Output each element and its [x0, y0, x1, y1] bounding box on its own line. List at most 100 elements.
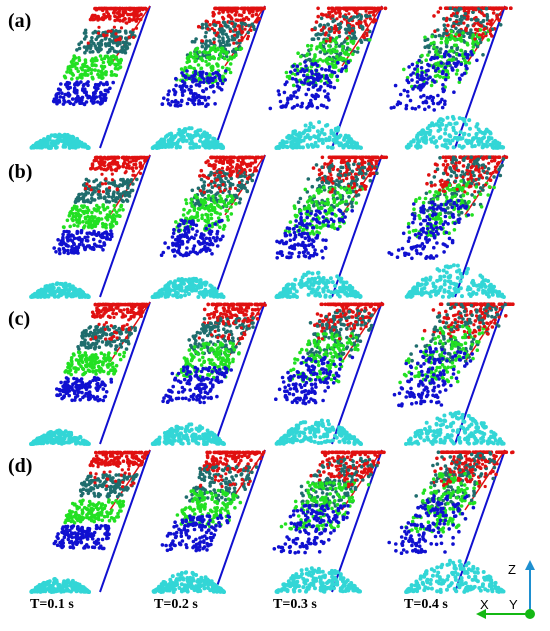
particle [127, 42, 132, 46]
particle [338, 51, 343, 56]
particle [200, 22, 205, 27]
particle [298, 62, 303, 66]
particle [193, 69, 198, 74]
particle [406, 94, 410, 98]
particle [192, 98, 197, 102]
particle-cyan [200, 292, 205, 297]
particle [350, 204, 355, 209]
particle [109, 70, 114, 74]
particle [471, 41, 475, 46]
particle [302, 207, 307, 211]
particle [325, 105, 329, 110]
particle-cyan [347, 136, 352, 141]
particle [419, 95, 423, 99]
particle [63, 75, 68, 80]
particle [212, 28, 217, 32]
particle-cyan [194, 276, 198, 281]
particle [108, 237, 112, 242]
particle [287, 229, 292, 234]
particle-cyan [168, 140, 173, 145]
particle [104, 168, 108, 172]
particle-cyan [330, 145, 335, 150]
particle [484, 6, 489, 11]
particle [96, 31, 101, 35]
particle [320, 67, 324, 71]
particle-cyan [350, 285, 355, 290]
particle [315, 105, 320, 110]
particle [356, 46, 360, 50]
particle-cyan [484, 127, 489, 132]
particle [433, 74, 438, 78]
particle [355, 14, 360, 19]
particle [354, 175, 358, 179]
particle [359, 24, 363, 29]
particle [131, 182, 135, 186]
particle [198, 174, 202, 178]
particle [405, 78, 410, 83]
particle [421, 100, 426, 105]
particle-cyan [194, 132, 199, 137]
particle-cyan [174, 145, 179, 150]
particle [104, 231, 108, 235]
particle-cyan [330, 280, 335, 285]
particle [113, 18, 117, 23]
particle [429, 83, 434, 88]
particle-cyan [284, 144, 289, 149]
particle-cyan [43, 294, 48, 299]
particle [68, 85, 72, 90]
particle [443, 77, 448, 82]
particle [202, 190, 206, 194]
particle [398, 92, 403, 97]
particle [427, 105, 431, 109]
particle [208, 85, 213, 89]
particle-cyan [183, 293, 187, 298]
particle [66, 99, 71, 104]
particle [185, 60, 189, 65]
particle [88, 184, 92, 188]
particle [66, 248, 70, 253]
particle [76, 82, 81, 86]
particle [93, 82, 98, 87]
particle-cyan [210, 142, 215, 147]
particle [215, 211, 219, 215]
particle [424, 73, 429, 77]
particle [51, 99, 56, 104]
particle [99, 39, 103, 44]
particle [204, 59, 208, 64]
particle [213, 23, 218, 28]
particle [71, 218, 75, 223]
particle [289, 94, 293, 98]
particle [303, 60, 307, 64]
particle [166, 92, 170, 97]
particle-cyan [419, 130, 424, 134]
particle [249, 28, 253, 32]
particle [84, 238, 89, 243]
particle [114, 29, 118, 34]
particle [207, 62, 211, 66]
particle [210, 163, 214, 168]
particle [340, 155, 345, 160]
particle [100, 182, 105, 186]
particle [90, 68, 94, 72]
particle [330, 208, 335, 212]
particle-cyan [352, 293, 357, 298]
particle [344, 31, 349, 35]
panel-r1-c3 [268, 5, 388, 150]
particle [89, 99, 94, 103]
particle [436, 101, 441, 106]
particle-cyan [344, 285, 349, 290]
particle-cyan [465, 141, 470, 146]
particle [295, 95, 299, 100]
particle [55, 99, 59, 104]
particle-cyan [284, 283, 289, 288]
particle [81, 83, 86, 88]
particle [124, 37, 129, 41]
particle [98, 239, 102, 244]
particle [199, 235, 204, 240]
particle [60, 242, 64, 247]
particle [208, 79, 212, 84]
particle [68, 69, 73, 73]
particle [306, 87, 311, 92]
particle [474, 27, 478, 32]
particle [242, 10, 246, 14]
